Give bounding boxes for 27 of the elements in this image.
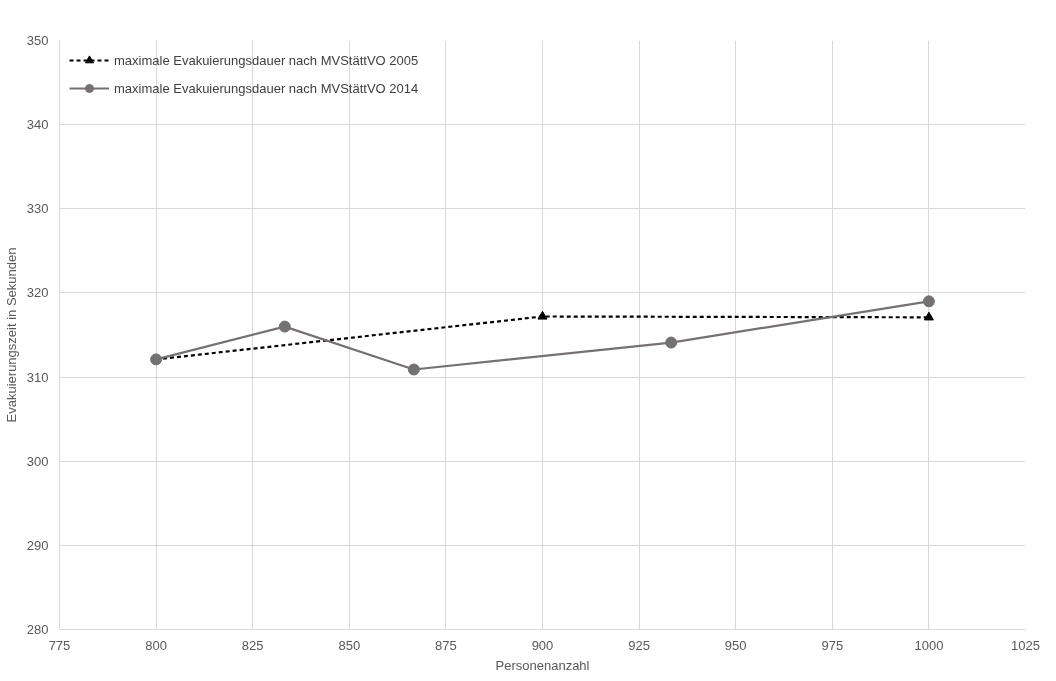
y-tick-label: 330 bbox=[26, 201, 49, 217]
x-tick-label: 875 bbox=[435, 637, 457, 653]
point bbox=[278, 320, 291, 333]
x-tick-label: 800 bbox=[145, 637, 167, 653]
y-tick-label: 350 bbox=[26, 33, 49, 48]
x-tick-label: 975 bbox=[821, 637, 844, 653]
x-tick-label: 850 bbox=[338, 637, 361, 653]
y-tick-label: 280 bbox=[26, 622, 49, 637]
x-tick-label: 775 bbox=[48, 637, 71, 653]
x-tick-label: 825 bbox=[241, 637, 264, 653]
y-axis-title: Evakuierungszeit in Sekunden bbox=[3, 247, 19, 423]
point bbox=[922, 295, 935, 308]
x-tick-label: 900 bbox=[531, 637, 554, 653]
x-tick-label: 950 bbox=[724, 637, 747, 653]
x-tick-label: 925 bbox=[628, 637, 650, 653]
y-tick-label: 300 bbox=[26, 453, 49, 469]
y-tick-label: 310 bbox=[26, 369, 49, 385]
x-tick-label: 1025 bbox=[1011, 637, 1040, 653]
y-tick-label: 320 bbox=[26, 285, 49, 301]
y-tick-label: 340 bbox=[26, 117, 49, 133]
legend-label: maximale Evakuierungsdauer nach MVStättVO 2005 bbox=[114, 52, 419, 68]
x-tick-label: 1000 bbox=[914, 637, 944, 653]
legend-label: maximale Evakuierungsdauer nach MVStättVO 2014 bbox=[114, 80, 419, 96]
y-tick-label: 290 bbox=[26, 537, 49, 553]
point bbox=[665, 336, 678, 349]
point bbox=[407, 363, 420, 376]
x-axis-title: Personenanzahl bbox=[495, 657, 590, 673]
